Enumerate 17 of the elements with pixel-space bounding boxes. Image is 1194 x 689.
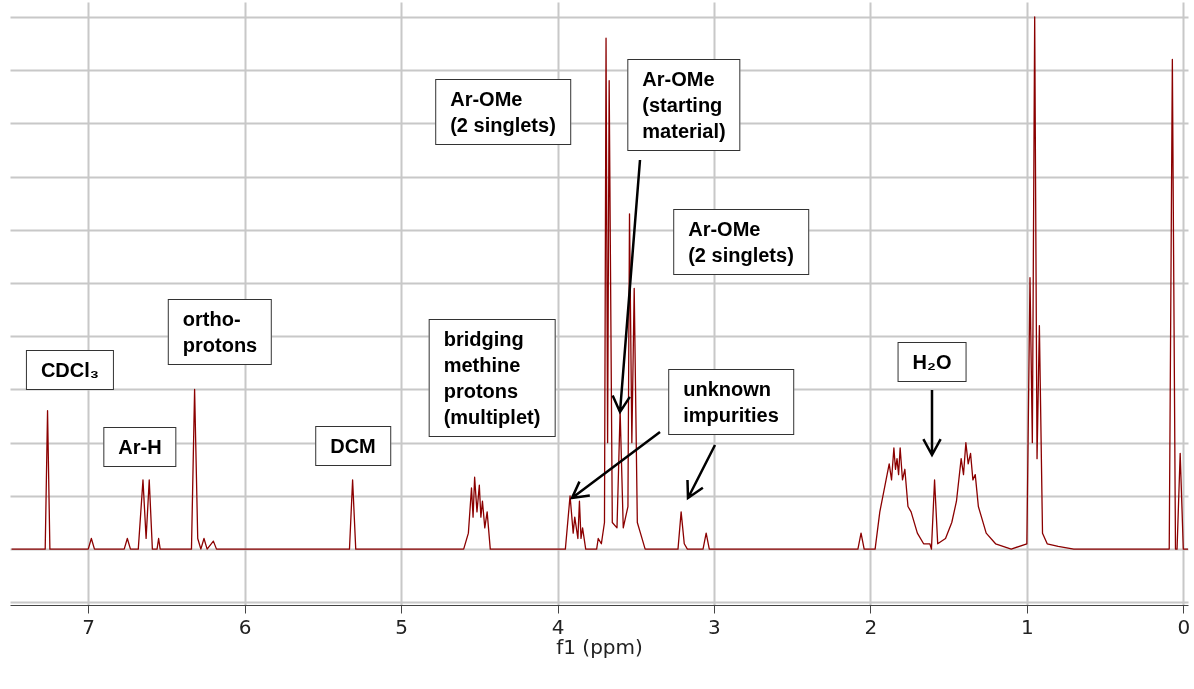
annotation: unknown impurities [668, 369, 794, 435]
annotation: DCM [315, 426, 391, 466]
x-tick-label: 7 [82, 614, 96, 639]
annotation: ortho- protons [167, 299, 273, 365]
x-tick-label: 2 [864, 614, 878, 639]
x-tick-label: 1 [1021, 614, 1034, 639]
x-tick-label: 5 [395, 614, 408, 639]
annotation: Ar-OMe (2 singlets) [673, 209, 809, 275]
annotation: CDCl₃ [25, 350, 115, 390]
annotation: Ar-H [103, 427, 177, 467]
annotation: H₂O [897, 342, 967, 382]
annotation: Ar-OMe (starting material) [627, 59, 741, 151]
annotation: bridging methine protons (multiplet) [428, 319, 556, 437]
annotation: Ar-OMe (2 singlets) [435, 79, 571, 145]
x-tick-label: 6 [238, 614, 252, 639]
x-tick-label: 0 [1177, 614, 1191, 639]
x-tick-label: 3 [708, 614, 721, 639]
